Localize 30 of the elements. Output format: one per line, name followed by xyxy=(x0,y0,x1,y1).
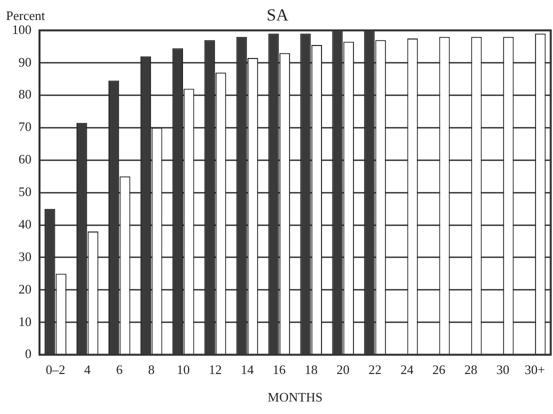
x-tick-label: 0–2 xyxy=(46,362,66,378)
y-axis-title: Percent xyxy=(6,8,46,23)
y-tick-label: 100 xyxy=(12,22,32,37)
x-tick-label: 22 xyxy=(368,362,382,378)
x-tick-label: 6 xyxy=(116,362,124,378)
y-tick-label: 30 xyxy=(18,248,32,264)
y-tick-label: 70 xyxy=(18,119,32,134)
x-axis-title: MONTHS xyxy=(268,390,323,405)
x-tick-label: 26 xyxy=(432,362,446,378)
y-tick-label: 40 xyxy=(18,216,32,232)
x-tick-label: 30 xyxy=(496,362,510,378)
y-tick-label: 90 xyxy=(18,54,32,70)
x-tick-label: 20 xyxy=(336,362,350,378)
x-tick-label: 16 xyxy=(272,362,286,378)
x-tick-label: 8 xyxy=(148,362,155,378)
chart-title: SA xyxy=(266,6,290,25)
y-tick-label: 50 xyxy=(18,184,32,200)
x-tick-label: 4 xyxy=(84,362,92,378)
y-tick-label: 0 xyxy=(25,346,32,362)
y-tick-label: 20 xyxy=(18,281,32,296)
y-tick-label: 80 xyxy=(18,86,32,102)
x-tick-label: 18 xyxy=(304,362,318,378)
x-tick-label: 30+ xyxy=(524,362,545,378)
x-tick-label: 28 xyxy=(464,362,478,378)
x-tick-label: 10 xyxy=(176,362,190,378)
x-tick-label: 14 xyxy=(240,362,254,378)
x-tick-label: 12 xyxy=(208,362,222,378)
y-tick-label: 10 xyxy=(18,314,32,329)
x-tick-label: 24 xyxy=(400,362,414,378)
y-tick-label: 60 xyxy=(18,152,32,167)
